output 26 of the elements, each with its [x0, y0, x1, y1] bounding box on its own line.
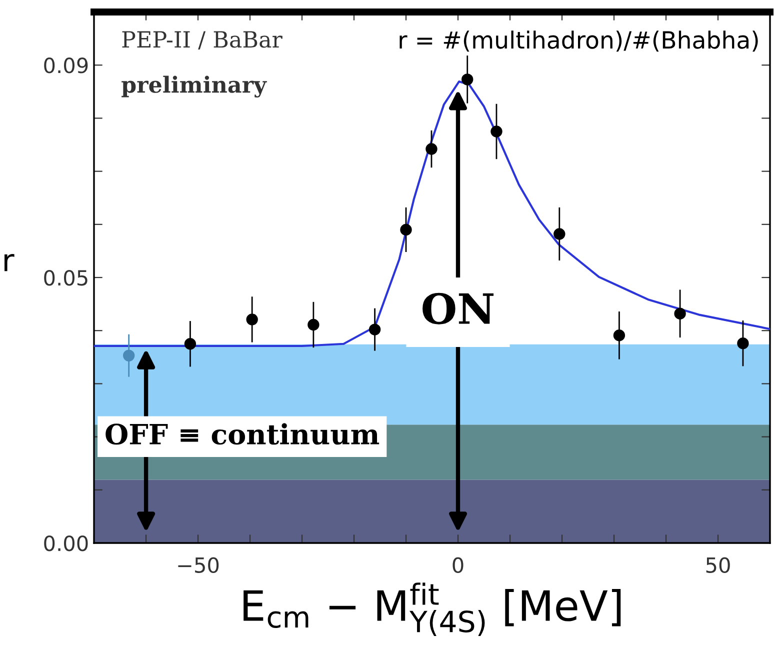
text: r = #(multihadron)/#(Bhabha): [400, 30, 758, 52]
y-tick-label: 0.09: [44, 58, 88, 74]
point: [554, 228, 566, 240]
annotation: PEP-II / BaBar: [122, 31, 282, 50]
point: [122, 350, 135, 362]
x-tick-label: 50: [706, 557, 730, 574]
y-axis-title: r: [4, 254, 14, 272]
point: [462, 74, 474, 86]
point: [184, 338, 196, 350]
annotation: OFF ≡ continuum: [106, 423, 380, 445]
y-tick-label: 0.00: [44, 535, 88, 552]
point: [490, 126, 502, 138]
point: [674, 308, 686, 320]
point: [737, 338, 749, 350]
x-tick-label: −50: [178, 557, 219, 574]
annotation: preliminary: [122, 76, 267, 98]
annotation: ON: [422, 292, 494, 324]
x-tick-label: 0: [452, 557, 464, 574]
point: [400, 224, 412, 236]
y-tick-label: 0.05: [44, 270, 88, 286]
point: [308, 318, 320, 331]
point: [246, 314, 258, 326]
point: [426, 143, 438, 155]
point: [368, 324, 381, 336]
point: [613, 330, 626, 342]
x-axis-title: E$_{cm}$ − M$^{fit}$$_{Υ(4S)}$ [MeV]: [244, 582, 621, 636]
